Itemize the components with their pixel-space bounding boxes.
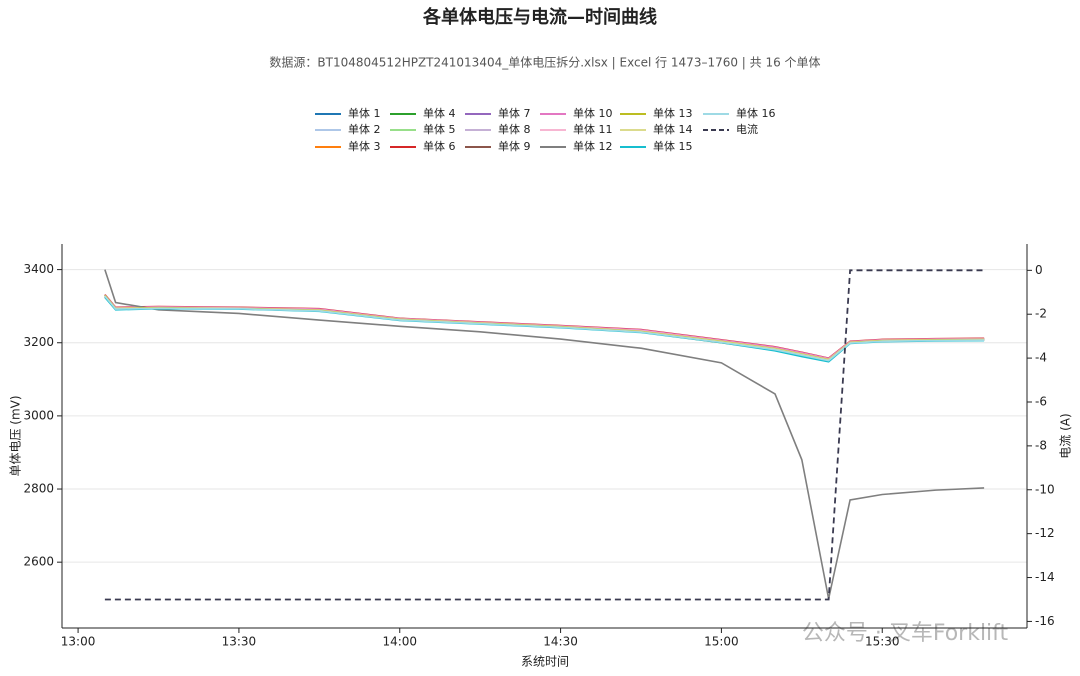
chart-title: 各单体电压与电流—时间曲线 — [422, 6, 657, 28]
voltage-line — [104, 295, 985, 361]
chart-subtitle: 数据源：BT104804512HPZT241013404_单体电压拆分.xlsx… — [269, 55, 820, 70]
voltage-line — [104, 295, 985, 361]
y2-tick-label: -14 — [1035, 570, 1055, 584]
x-tick-label: 14:30 — [543, 635, 578, 649]
y-tick-label: 2600 — [23, 555, 54, 569]
y-tick-label: 2800 — [23, 482, 54, 496]
x-tick-label: 13:30 — [222, 635, 257, 649]
y2-tick-label: -2 — [1035, 307, 1047, 321]
legend-label: 单体 8 — [498, 122, 531, 136]
legend-label: 单体 16 — [736, 106, 776, 120]
legend-label: 单体 4 — [423, 106, 456, 120]
y2-tick-label: -6 — [1035, 394, 1047, 408]
x-tick-label: 15:30 — [865, 635, 900, 649]
y2-tick-label: -4 — [1035, 351, 1047, 365]
y2-axis-label: 电流 (A) — [1059, 413, 1073, 458]
y2-tick-label: -10 — [1035, 482, 1055, 496]
y-tick-label: 3200 — [23, 335, 54, 349]
legend-label: 单体 10 — [573, 106, 613, 120]
legend-label: 单体 13 — [653, 106, 693, 120]
voltage-line — [104, 295, 985, 361]
x-tick-label: 14:00 — [382, 635, 417, 649]
x-tick-label: 13:00 — [61, 635, 96, 649]
y2-tick-label: -12 — [1035, 526, 1055, 540]
y-tick-label: 3400 — [23, 262, 54, 276]
voltage-line — [104, 296, 985, 362]
y2-tick-label: 0 — [1035, 263, 1043, 277]
legend-label: 单体 3 — [348, 139, 381, 153]
x-tick-label: 15:00 — [704, 635, 739, 649]
legend-label: 单体 11 — [573, 122, 613, 136]
legend-label: 单体 14 — [653, 122, 693, 136]
y2-tick-label: -16 — [1035, 614, 1055, 628]
y2-tick-label: -8 — [1035, 438, 1047, 452]
legend-label: 单体 7 — [498, 106, 531, 120]
x-axis-label: 系统时间 — [521, 655, 569, 669]
y-tick-label: 3000 — [23, 408, 54, 422]
legend-label: 单体 12 — [573, 139, 613, 153]
legend-label: 单体 1 — [348, 106, 381, 120]
legend-label: 单体 2 — [348, 122, 381, 136]
voltage-line — [104, 295, 985, 362]
y-axis-label: 单体电压 (mV) — [9, 395, 23, 476]
voltage-line — [104, 269, 985, 599]
legend-label: 单体 9 — [498, 139, 531, 153]
legend-label: 单体 15 — [653, 139, 693, 153]
legend-label: 电流 — [736, 122, 758, 136]
legend-label: 单体 6 — [423, 139, 456, 153]
watermark: 公众号 · 叉车Forklift — [802, 621, 1009, 646]
legend-label: 单体 5 — [423, 122, 456, 136]
current-line — [104, 269, 985, 601]
